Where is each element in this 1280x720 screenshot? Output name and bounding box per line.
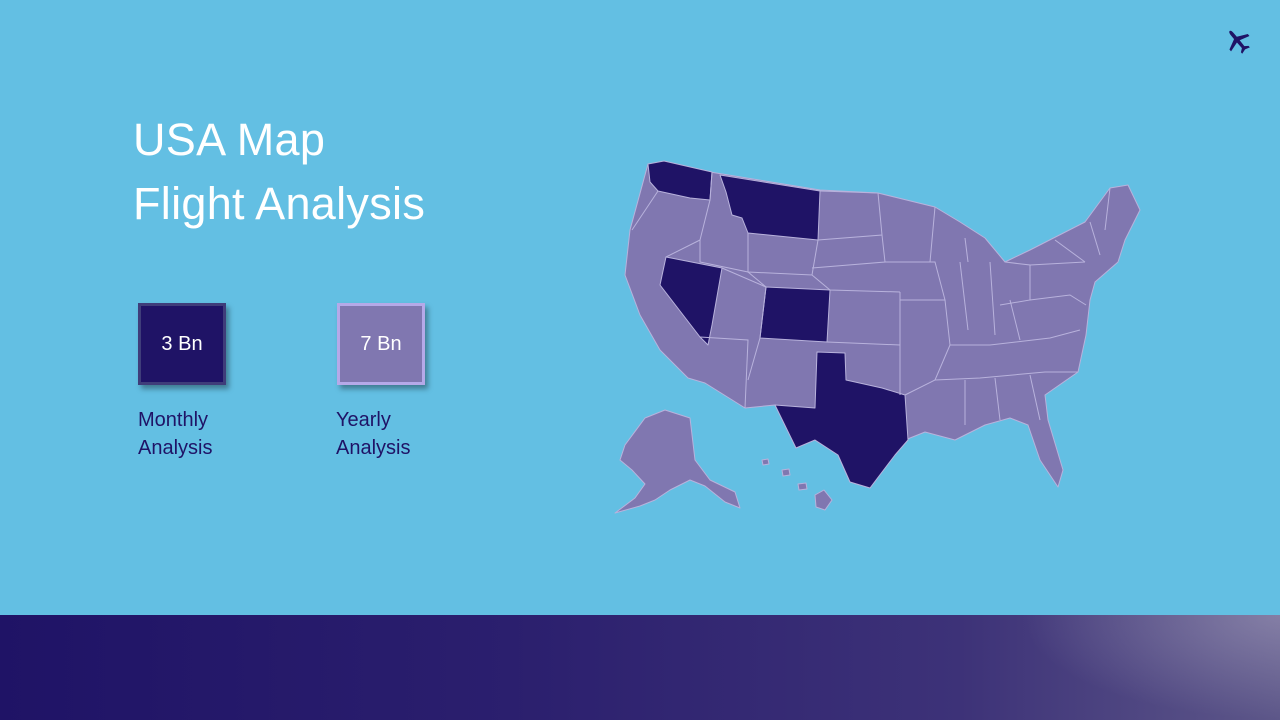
- monthly-label-line-1: Monthly: [138, 409, 209, 431]
- usa-map: [614, 160, 1141, 514]
- state-hawaii: [814, 489, 833, 511]
- monthly-kpi-label: Monthly Analysis: [138, 406, 278, 462]
- yearly-kpi-box: 7 Bn: [337, 303, 425, 385]
- hawaii-island-small: [781, 468, 791, 477]
- state-colorado: [759, 286, 831, 343]
- state-alaska: [614, 409, 741, 514]
- footer-band: [0, 615, 1280, 720]
- monthly-kpi-box: 3 Bn: [138, 303, 226, 385]
- state-montana: [719, 174, 821, 241]
- state-texas: [774, 351, 909, 489]
- hawaii-island-small: [797, 482, 808, 491]
- contiguous-us-region: [624, 163, 1141, 489]
- airplane-icon: [1229, 30, 1250, 54]
- monthly-label-line-2: Analysis: [138, 437, 213, 459]
- yearly-kpi-label: Yearly Analysis: [336, 406, 476, 462]
- state-washington: [647, 160, 713, 201]
- state-borders: [631, 171, 1111, 425]
- yearly-label-line-2: Analysis: [336, 437, 411, 459]
- page-title: USA Map Flight Analysis: [133, 108, 425, 236]
- hawaii-island-small: [761, 458, 770, 466]
- yearly-kpi-value: 7 Bn: [360, 332, 402, 355]
- monthly-kpi-value: 3 Bn: [161, 332, 203, 355]
- title-line-2: Flight Analysis: [133, 178, 426, 229]
- yearly-label-line-1: Yearly: [336, 409, 391, 431]
- title-line-1: USA Map: [133, 114, 326, 165]
